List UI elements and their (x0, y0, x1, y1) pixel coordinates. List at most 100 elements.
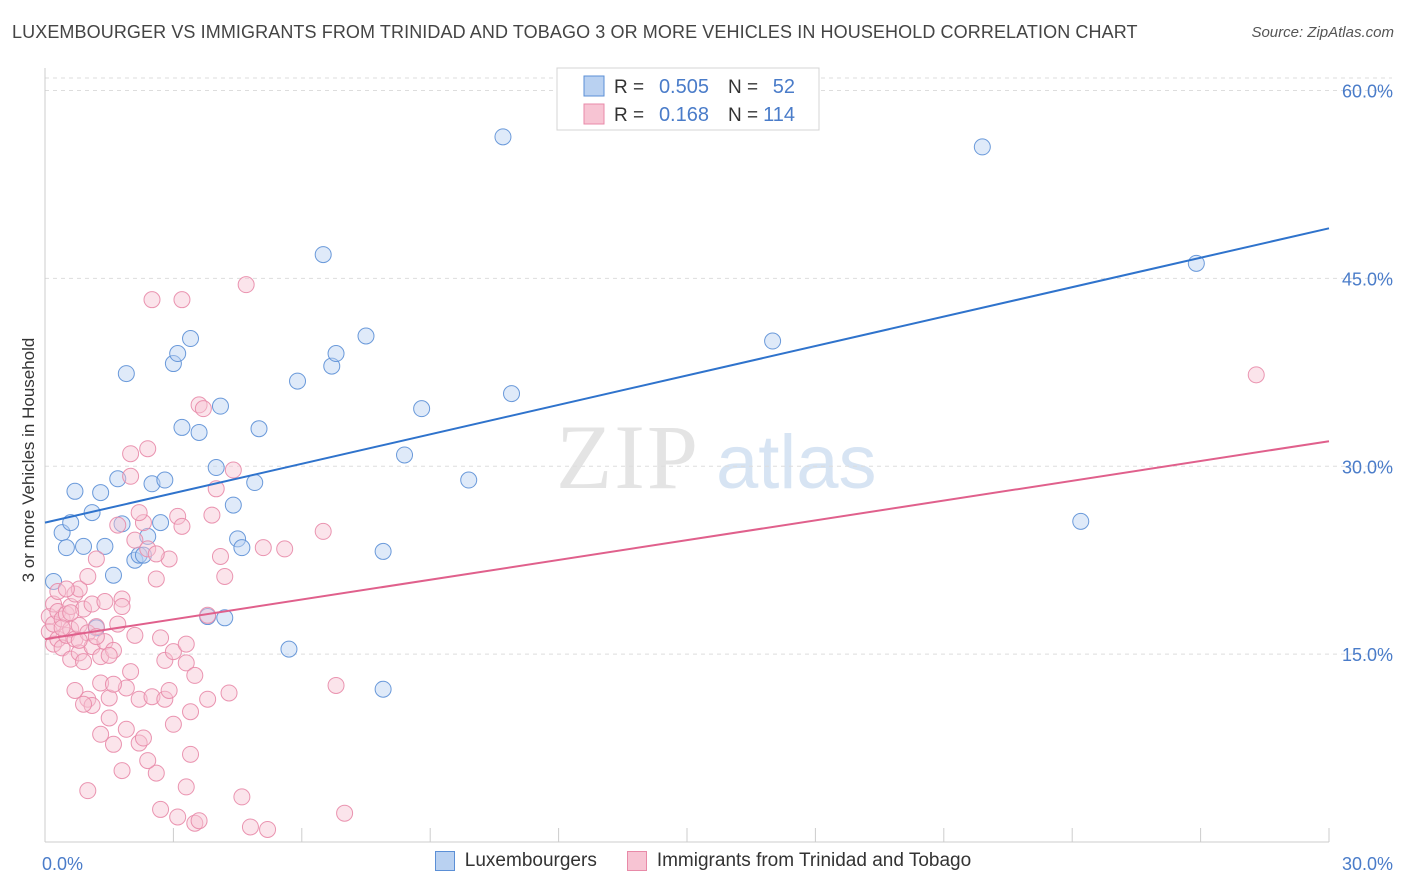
point-trinidad-76 (199, 690, 217, 708)
point-trinidad-34 (100, 689, 118, 707)
point-trinidad-111 (62, 604, 80, 622)
point-trinidad-87 (259, 820, 277, 838)
point-trinidad-110 (53, 619, 71, 637)
point-luxembourgers-43 (460, 471, 478, 489)
point-trinidad-100 (160, 681, 178, 699)
point-trinidad-37 (104, 735, 122, 753)
point-luxembourgers-0 (45, 572, 63, 590)
point-trinidad-75 (194, 400, 212, 418)
point-luxembourgers-31 (246, 474, 264, 492)
legend-label-trinidad: Immigrants from Trinidad and Tobago (656, 850, 972, 871)
point-trinidad-86 (254, 539, 272, 557)
point-trinidad-103 (190, 812, 208, 830)
point-luxembourgers-2 (57, 539, 75, 557)
y-axis-label: 3 or more Vehicles in Household (19, 338, 38, 583)
point-trinidad-96 (113, 598, 131, 616)
point-luxembourgers-5 (75, 537, 93, 555)
point-luxembourgers-23 (190, 423, 208, 441)
point-luxembourgers-21 (173, 418, 191, 436)
point-luxembourgers-18 (156, 471, 174, 489)
point-trinidad-50 (134, 514, 152, 532)
point-luxembourgers-10 (109, 470, 127, 488)
point-luxembourgers-39 (374, 542, 392, 560)
point-trinidad-27 (83, 696, 101, 714)
point-trinidad-67 (173, 517, 191, 535)
point-luxembourgers-35 (314, 246, 332, 264)
point-luxembourgers-48 (1072, 512, 1090, 530)
point-trinidad-56 (147, 570, 165, 588)
point-luxembourgers-7 (92, 484, 110, 502)
point-luxembourgers-32 (250, 420, 268, 438)
point-trinidad-59 (152, 800, 170, 818)
point-trinidad-62 (160, 550, 178, 568)
point-trinidad-52 (139, 440, 157, 458)
point-trinidad-81 (220, 684, 238, 702)
point-luxembourgers-42 (413, 400, 431, 418)
point-trinidad-55 (143, 688, 161, 706)
stats-r-value-0: 0.505 (659, 76, 709, 98)
point-luxembourgers-47 (973, 138, 991, 156)
source-credit: Source: ZipAtlas.com (1251, 24, 1394, 41)
point-trinidad-19 (70, 580, 88, 598)
point-trinidad-84 (237, 276, 255, 294)
point-trinidad-92 (57, 580, 75, 598)
point-trinidad-89 (314, 522, 332, 540)
point-luxembourgers-36 (323, 357, 341, 375)
y-tick-label-3: 60.0% (1342, 82, 1393, 102)
point-luxembourgers-15 (139, 527, 157, 545)
point-luxembourgers-16 (143, 475, 161, 493)
point-trinidad-65 (169, 808, 187, 826)
point-trinidad-95 (100, 646, 118, 664)
point-trinidad-23 (79, 567, 97, 585)
point-trinidad-35 (100, 709, 118, 727)
point-luxembourgers-33 (280, 640, 298, 658)
point-luxembourgers-12 (117, 365, 135, 383)
stats-n-label-0: N = (728, 77, 758, 98)
point-trinidad-97 (122, 663, 140, 681)
stats-swatch-1 (583, 103, 605, 125)
stats-swatch-0 (583, 75, 605, 97)
stats-r-label-0: R = (614, 77, 644, 98)
point-luxembourgers-27 (216, 609, 234, 627)
point-trinidad-104 (79, 782, 97, 800)
point-trinidad-38 (109, 516, 127, 534)
point-trinidad-58 (152, 629, 170, 647)
point-trinidad-91 (336, 804, 354, 822)
point-trinidad-88 (276, 540, 294, 558)
stats-n-value-1: 114 (763, 104, 795, 126)
point-trinidad-99 (147, 545, 165, 563)
point-trinidad-47 (126, 626, 144, 644)
point-trinidad-108 (1247, 366, 1265, 384)
x-tick-label-0: 0.0% (42, 854, 83, 874)
point-luxembourgers-34 (289, 372, 307, 390)
point-trinidad-94 (92, 725, 110, 743)
stats-r-value-1: 0.168 (659, 104, 709, 126)
point-trinidad-98 (130, 504, 148, 522)
stats-n-value-0: 52 (773, 76, 795, 98)
point-trinidad-70 (182, 703, 200, 721)
point-trinidad-21 (75, 653, 93, 671)
point-trinidad-45 (122, 445, 140, 463)
point-luxembourgers-46 (764, 332, 782, 350)
point-trinidad-82 (224, 461, 242, 479)
point-trinidad-25 (83, 595, 101, 613)
point-luxembourgers-19 (164, 355, 182, 373)
trend-line-trinidad (44, 440, 1330, 641)
legend-item-luxembourgers[interactable]: Luxembourgers (434, 850, 597, 872)
point-trinidad-43 (117, 720, 135, 738)
point-luxembourgers-26 (211, 397, 229, 415)
legend-swatch-pink (626, 851, 647, 871)
point-trinidad-80 (216, 567, 234, 585)
point-trinidad-13 (62, 598, 80, 616)
point-luxembourgers-40 (374, 680, 392, 698)
point-trinidad-44 (122, 467, 140, 485)
point-trinidad-46 (126, 531, 144, 549)
chart-title: LUXEMBOURGER VS IMMIGRANTS FROM TRINIDAD… (12, 22, 1138, 42)
point-luxembourgers-28 (224, 496, 242, 514)
point-trinidad-83 (233, 788, 251, 806)
point-trinidad-33 (96, 593, 114, 611)
legend-item-trinidad[interactable]: Immigrants from Trinidad and Tobago (626, 850, 972, 872)
point-trinidad-71 (182, 745, 200, 763)
watermark-atlas: atlas (716, 420, 877, 505)
